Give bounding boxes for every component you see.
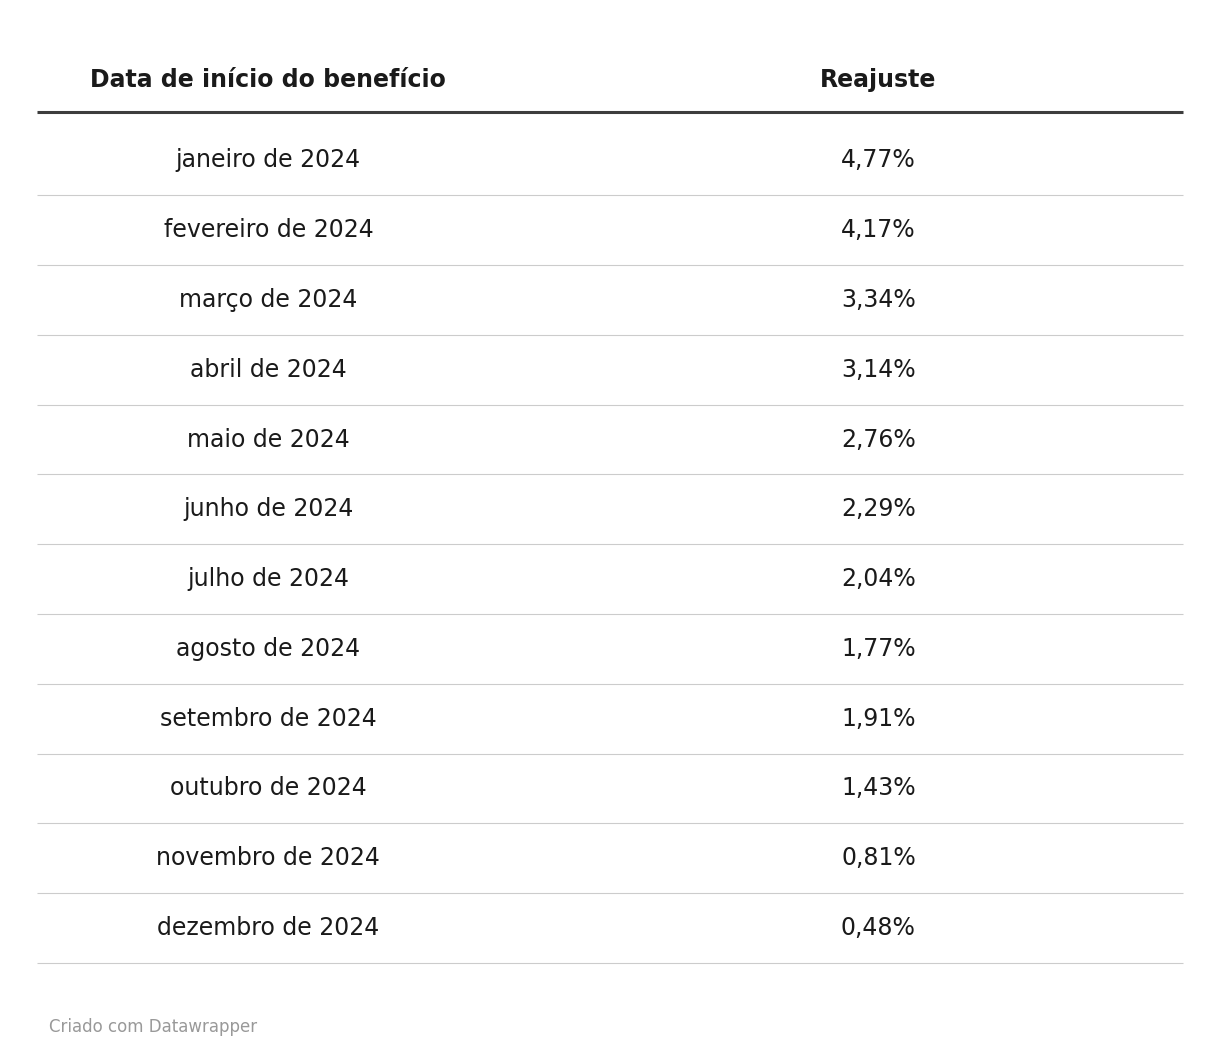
Text: 4,77%: 4,77% xyxy=(841,149,916,172)
Text: janeiro de 2024: janeiro de 2024 xyxy=(176,149,361,172)
Text: 4,17%: 4,17% xyxy=(841,218,916,243)
Text: outubro de 2024: outubro de 2024 xyxy=(170,777,367,800)
Text: 3,14%: 3,14% xyxy=(841,358,916,382)
Text: 3,34%: 3,34% xyxy=(841,288,916,312)
Text: 2,04%: 2,04% xyxy=(841,567,916,592)
Text: Criado com Datawrapper: Criado com Datawrapper xyxy=(49,1018,257,1035)
Text: 2,29%: 2,29% xyxy=(841,497,916,521)
Text: 0,48%: 0,48% xyxy=(841,916,916,940)
Text: 1,77%: 1,77% xyxy=(841,637,916,661)
Text: dezembro de 2024: dezembro de 2024 xyxy=(157,916,379,940)
Text: novembro de 2024: novembro de 2024 xyxy=(156,846,381,870)
Text: agosto de 2024: agosto de 2024 xyxy=(177,637,360,661)
Text: julho de 2024: julho de 2024 xyxy=(188,567,349,592)
Text: Data de início do benefício: Data de início do benefício xyxy=(90,68,447,92)
Text: 2,76%: 2,76% xyxy=(841,428,916,451)
Text: abril de 2024: abril de 2024 xyxy=(190,358,346,382)
Text: 1,43%: 1,43% xyxy=(841,777,916,800)
Text: Reajuste: Reajuste xyxy=(820,68,937,92)
Text: fevereiro de 2024: fevereiro de 2024 xyxy=(163,218,373,243)
Text: 1,91%: 1,91% xyxy=(841,706,916,731)
Text: maio de 2024: maio de 2024 xyxy=(187,428,350,451)
Text: 0,81%: 0,81% xyxy=(841,846,916,870)
Text: março de 2024: março de 2024 xyxy=(179,288,357,312)
Text: junho de 2024: junho de 2024 xyxy=(183,497,354,521)
Text: setembro de 2024: setembro de 2024 xyxy=(160,706,377,731)
